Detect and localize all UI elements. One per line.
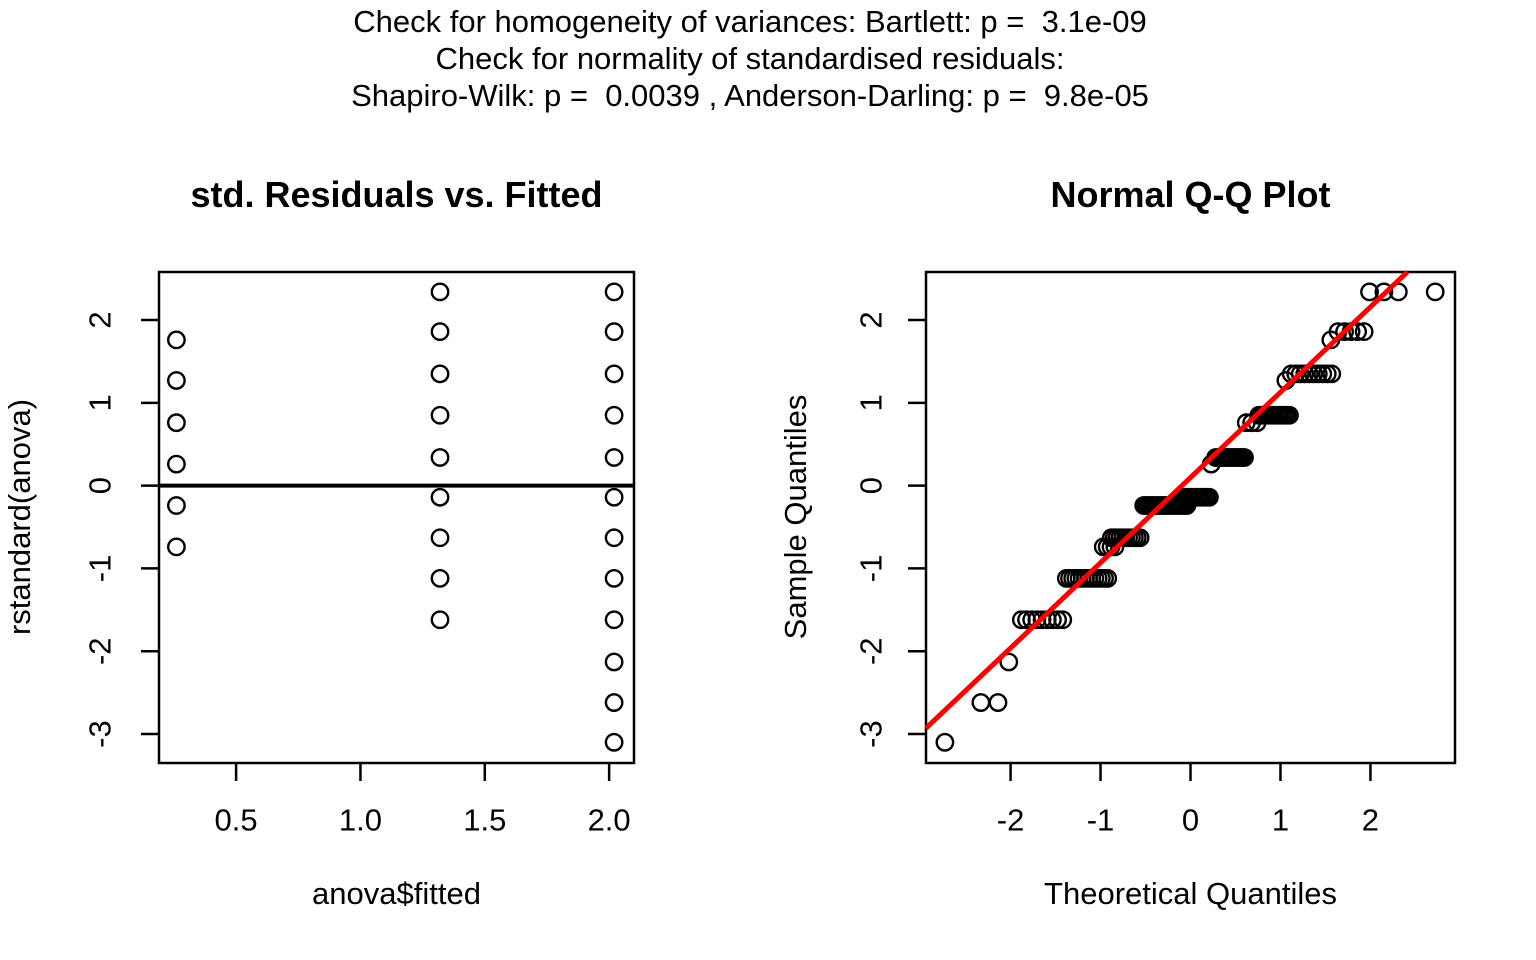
plot1-data-point — [167, 330, 186, 350]
plot1-data-point — [430, 322, 450, 342]
plot1-data-point — [430, 364, 450, 384]
plot1-data-point — [604, 528, 624, 548]
plot1-data-point — [430, 568, 450, 588]
plot2-ytick-label: 2 — [854, 311, 889, 328]
header-line-1: Check for homogeneity of variances: Bart… — [353, 4, 1147, 39]
plot1-data-point — [430, 405, 450, 425]
plot1-ytick-label: 0 — [83, 477, 118, 494]
plot2-ytick-label: -1 — [854, 555, 889, 583]
plot1-xtick-label: 0.5 — [215, 803, 258, 838]
plot2-data-point — [1360, 282, 1379, 302]
header-line-3: Shapiro-Wilk: p = 0.0039 , Anderson-Darl… — [351, 78, 1149, 113]
plot2-xtick-label: 1 — [1272, 803, 1289, 838]
plot2-title: Normal Q-Q Plot — [1050, 174, 1331, 215]
plot2-data-point — [1335, 322, 1354, 342]
plot1-data-point — [604, 693, 624, 712]
plot2-qq-reference-line — [924, 270, 1410, 731]
plot2-data-point — [1199, 487, 1219, 507]
plot1-ytick-label: 2 — [83, 311, 118, 328]
plot1-ytick-label: -1 — [83, 555, 118, 583]
header: Check for homogeneity of variances: Bart… — [0, 3, 1500, 114]
plot2-data-point — [1348, 322, 1368, 342]
plot1-title: std. Residuals vs. Fitted — [190, 174, 603, 215]
plot1-data-point — [430, 528, 450, 548]
plot2-xtick-label: 0 — [1182, 803, 1199, 838]
plot1-data-point — [430, 282, 450, 302]
plot1-ytick-label: -3 — [83, 720, 118, 748]
plot2-data-point — [1098, 568, 1118, 588]
plot1-data-point — [167, 371, 186, 390]
plot1-data-point — [604, 282, 624, 302]
plot2-data-point — [935, 732, 955, 752]
plot1-xtick-label: 1.0 — [339, 803, 382, 838]
plot1-data-point — [604, 652, 624, 672]
plot1-ytick-label: 1 — [83, 394, 118, 411]
plot2-ytick-label: 0 — [854, 477, 889, 494]
plot1-data-point — [167, 413, 186, 433]
plot2-data-point — [1235, 448, 1254, 467]
plot1-data-point — [604, 322, 624, 342]
plot2-xtick-label: -1 — [1087, 803, 1115, 838]
plot2-data-point — [988, 693, 1008, 712]
plot1-data-point — [604, 448, 624, 467]
plot1-data-point — [604, 610, 624, 630]
plot2-data-point — [1425, 282, 1445, 302]
plot1-data-point — [167, 496, 186, 515]
plot1-plot-box — [157, 270, 636, 765]
plot2-plot-box — [924, 270, 1457, 765]
plot1-data-point — [430, 610, 450, 630]
plot1-xtick-label: 2.0 — [588, 803, 631, 838]
header-line-2: Check for normality of standardised resi… — [435, 41, 1065, 76]
plot2-data-point — [1374, 282, 1394, 302]
plot1-data-point — [604, 364, 624, 384]
plot1-data-point — [604, 568, 624, 588]
plot2-ytick-label: 1 — [854, 394, 889, 411]
plot1-data-point — [430, 487, 450, 507]
plot2-data-point — [1322, 364, 1342, 384]
plot1-xtick-label: 1.5 — [463, 803, 506, 838]
plot2-xtick-label: 2 — [1362, 803, 1379, 838]
plot1-data-point — [167, 537, 186, 557]
plot1-data-point — [604, 732, 624, 752]
plot2-ytick-label: -2 — [854, 637, 889, 665]
plot2-ytick-label: -3 — [854, 720, 889, 748]
plot1-ytick-label: -2 — [83, 637, 118, 665]
plot2-data-point — [1280, 405, 1299, 425]
plot1-data-point — [167, 454, 186, 474]
plot1-data-point — [604, 487, 624, 507]
plot1-data-point — [430, 448, 450, 467]
plot1-xlabel: anova$fitted — [312, 876, 481, 911]
plot2-data-point — [1048, 610, 1067, 630]
plot2-xtick-label: -2 — [997, 803, 1025, 838]
plot2-data-point — [971, 693, 991, 712]
plot2-data-point — [1354, 322, 1374, 342]
plot2-data-point — [1053, 610, 1073, 630]
plot2-data-point — [999, 652, 1019, 672]
plot2-data-point — [1130, 528, 1150, 548]
plot2-xlabel: Theoretical Quantiles — [1044, 876, 1337, 911]
plot1-data-point — [604, 405, 624, 425]
